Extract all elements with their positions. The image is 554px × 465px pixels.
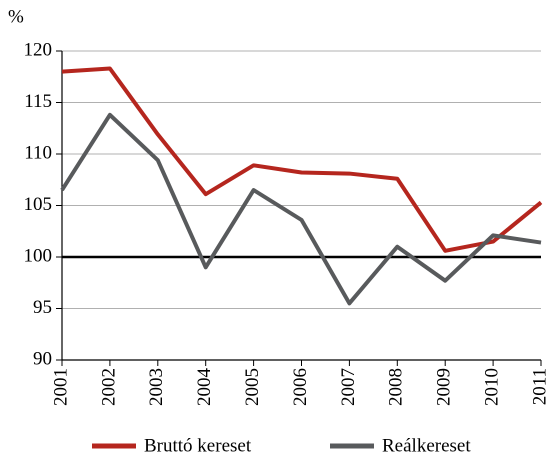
x-tick-label: 2002 bbox=[98, 368, 119, 406]
y-tick-label: 105 bbox=[24, 194, 53, 215]
legend-label: Bruttó kereset bbox=[144, 435, 252, 456]
x-tick-label: 2007 bbox=[338, 368, 359, 406]
x-tick-label: 2008 bbox=[386, 368, 407, 406]
series-line bbox=[61, 66, 543, 253]
series-line bbox=[60, 112, 542, 306]
legend-label: Reálkereset bbox=[382, 435, 471, 456]
y-tick-label: 120 bbox=[24, 39, 53, 60]
x-tick-label: 2003 bbox=[146, 368, 167, 406]
x-tick-label: 2005 bbox=[242, 368, 263, 406]
y-tick-label: 95 bbox=[33, 297, 52, 318]
x-tick-label: 2006 bbox=[290, 368, 311, 406]
y-tick-label: 100 bbox=[24, 245, 53, 266]
y-tick-label: 110 bbox=[24, 142, 52, 163]
x-tick-label: 2010 bbox=[481, 368, 502, 406]
y-axis-label: % bbox=[8, 6, 24, 27]
y-tick-label: 115 bbox=[24, 91, 52, 112]
x-tick-label: 2011 bbox=[529, 368, 550, 405]
y-tick-label: 90 bbox=[33, 348, 52, 369]
x-tick-label: 2004 bbox=[194, 368, 215, 407]
x-tick-label: 2009 bbox=[434, 368, 455, 406]
x-tick-label: 2001 bbox=[50, 368, 71, 406]
